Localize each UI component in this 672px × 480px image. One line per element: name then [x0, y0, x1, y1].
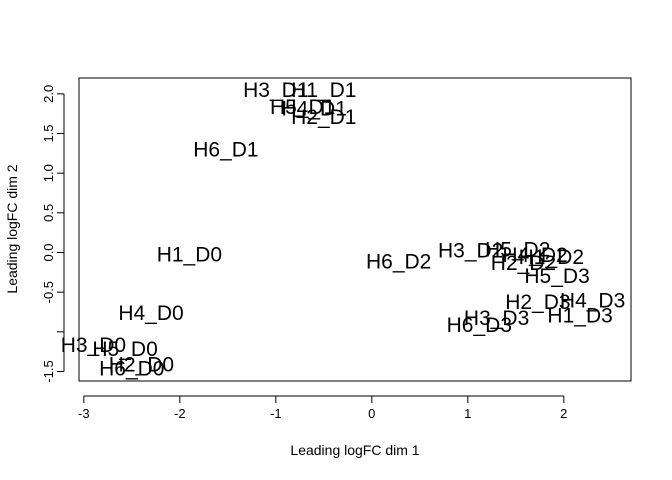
x-tick-label: -3 — [78, 406, 90, 421]
point-label: H2_D2 — [491, 252, 556, 275]
point-label: H6_D0 — [99, 358, 164, 381]
point-label: H4_D1 — [282, 97, 347, 120]
x-tick-label: -2 — [174, 406, 186, 421]
point-label: H4_D0 — [118, 302, 183, 325]
point-label: H1_D1 — [291, 79, 356, 102]
y-axis-label: Leading logFC dim 2 — [4, 164, 20, 293]
x-tick-label: 2 — [560, 406, 567, 421]
point-label: H3_D2 — [438, 239, 503, 262]
point-label: H5_D1 — [270, 96, 335, 119]
point-label: H1_D3 — [547, 304, 612, 327]
y-tick-label: 0.0 — [41, 243, 56, 261]
y-tick-label: 1.5 — [41, 124, 56, 142]
x-tick-label: -1 — [270, 406, 282, 421]
point-label: H6_D3 — [447, 314, 512, 337]
point-label: H5_D0 — [92, 338, 157, 361]
plot-frame — [78, 77, 632, 382]
y-tick-label: -0.5 — [41, 281, 56, 303]
x-axis: -3 -2 -1 0 1 2 — [78, 395, 567, 421]
point-label: H2_D3 — [505, 291, 570, 314]
y-tick-label: 2.0 — [41, 85, 56, 103]
point-label: H1_D2 — [519, 246, 584, 269]
point-label: H5_D2 — [485, 239, 550, 262]
x-axis-label: Leading logFC dim 1 — [290, 442, 419, 458]
y-axis: -1.5 -0.5 0.0 0.5 1.0 1.5 2.0 — [41, 85, 65, 383]
point-label: H1_D0 — [157, 243, 222, 266]
point-label: H2_D1 — [291, 106, 356, 129]
y-tick-label: 1.0 — [41, 164, 56, 182]
point-label: H3_D3 — [464, 307, 529, 330]
point-label: H3_D0 — [61, 334, 126, 357]
point-label: H4_D3 — [560, 289, 625, 312]
x-tick-label: 0 — [368, 406, 375, 421]
point-label: H4_D2 — [502, 244, 567, 267]
point-label: H6_D2 — [366, 251, 431, 274]
y-tick-label: 0.5 — [41, 204, 56, 222]
point-label: H6_D1 — [193, 139, 258, 162]
point-label: H5_D3 — [524, 265, 589, 288]
x-tick-label: 1 — [464, 406, 471, 421]
y-tick-label: -1.5 — [41, 360, 56, 382]
point-label: H2_D0 — [109, 354, 174, 377]
point-label: H3_D1 — [243, 79, 308, 102]
